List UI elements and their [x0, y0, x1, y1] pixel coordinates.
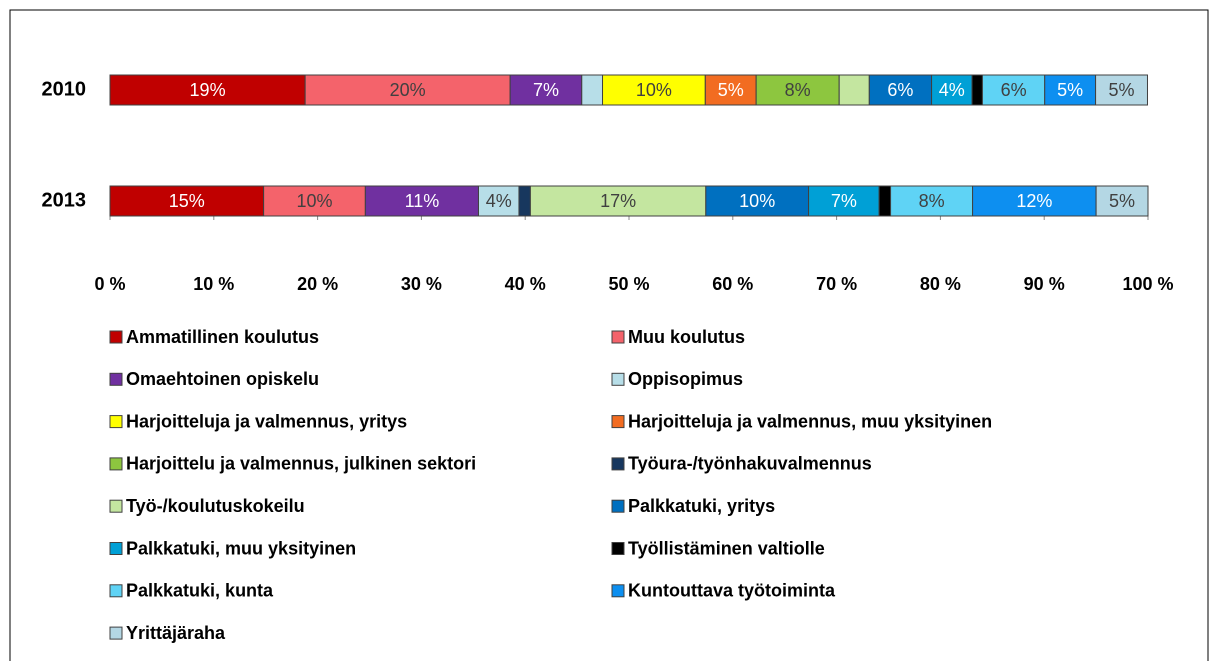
- bar-segment: [364, 185, 479, 217]
- legend-swatch: [109, 415, 123, 429]
- x-tick-label: 0 %: [94, 274, 125, 294]
- category-label: 2010: [42, 78, 87, 100]
- data-label: 20%: [390, 80, 426, 100]
- x-tick-label: 20 %: [297, 274, 338, 294]
- legend-label: Kuntouttava työtoiminta: [628, 581, 836, 601]
- data-label: 12%: [1016, 191, 1052, 211]
- data-label: 5%: [718, 80, 744, 100]
- x-tick-label: 80 %: [920, 274, 961, 294]
- data-label: 7%: [831, 191, 857, 211]
- bar-segment: [971, 74, 983, 106]
- legend-swatch: [109, 584, 123, 598]
- legend-label: Ammatillinen koulutus: [126, 327, 319, 347]
- x-tick-label: 90 %: [1024, 274, 1065, 294]
- bar-segment: [529, 185, 707, 217]
- legend-label: Työllistäminen valtiolle: [628, 538, 825, 558]
- x-tick-label: 30 %: [401, 274, 442, 294]
- x-tick-label: 70 %: [816, 274, 857, 294]
- data-label: 7%: [533, 80, 559, 100]
- bar-segment: [1095, 185, 1149, 217]
- legend-swatch: [611, 457, 625, 471]
- legend-swatch: [109, 499, 123, 513]
- x-tick-label: 10 %: [193, 274, 234, 294]
- legend-swatch: [109, 372, 123, 386]
- data-label: 6%: [1001, 80, 1027, 100]
- data-label: 17%: [600, 191, 636, 211]
- bar-segment: [878, 185, 892, 217]
- bar-segment: [808, 185, 880, 217]
- bar-segment: [263, 185, 366, 217]
- legend-swatch: [611, 499, 625, 513]
- bar-segment: [581, 74, 604, 106]
- data-label: 5%: [1109, 80, 1135, 100]
- data-label: 19%: [190, 80, 226, 100]
- bar-segment: [304, 74, 511, 106]
- bar-segment: [477, 185, 520, 217]
- bar-segment: [755, 74, 840, 106]
- bar-segment: [1095, 74, 1148, 106]
- data-label: 11%: [405, 191, 440, 211]
- x-tick-label: 100 %: [1122, 274, 1173, 294]
- legend-label: Harjoitteluja ja valmennus, muu yksityin…: [628, 411, 992, 431]
- data-label: 6%: [887, 80, 913, 100]
- chart-frame: [9, 9, 1209, 661]
- data-label: 15%: [169, 191, 205, 211]
- data-label: 10%: [636, 80, 672, 100]
- bar-segment: [518, 185, 531, 217]
- x-tick-label: 40 %: [505, 274, 546, 294]
- data-label: 8%: [919, 191, 945, 211]
- bar-segment: [868, 74, 933, 106]
- legend-swatch: [109, 626, 123, 640]
- legend-label: Harjoitteluja ja valmennus, yritys: [126, 411, 407, 431]
- data-label: 4%: [486, 191, 512, 211]
- legend-label: Palkkatuki, yritys: [628, 496, 775, 516]
- bar-segment: [1044, 74, 1097, 106]
- legend-label: Omaehtoinen opiskelu: [126, 369, 319, 389]
- data-label: 10%: [296, 191, 332, 211]
- bar-segment: [972, 185, 1097, 217]
- legend-label: Palkkatuki, muu yksityinen: [126, 538, 356, 558]
- legend-swatch: [611, 330, 625, 344]
- bar-segment: [838, 74, 870, 106]
- data-label: 8%: [785, 80, 811, 100]
- bar-segment: [704, 74, 757, 106]
- legend-swatch: [611, 372, 625, 386]
- legend-swatch: [109, 330, 123, 344]
- bar-segment: [705, 185, 810, 217]
- legend-swatch: [109, 542, 123, 555]
- x-tick-label: 50 %: [608, 274, 649, 294]
- data-label: 10%: [739, 191, 775, 211]
- legend-label: Työ-/koulutuskokeilu: [126, 496, 305, 516]
- legend-swatch: [109, 457, 123, 471]
- category-label: 2013: [42, 189, 87, 211]
- bar-segment: [509, 74, 583, 106]
- legend-label: Työura-/työnhakuvalmennus: [628, 454, 872, 474]
- legend-label: Muu koulutus: [628, 327, 745, 347]
- data-label: 5%: [1057, 80, 1083, 100]
- legend-label: Yrittäjäraha: [126, 623, 226, 643]
- data-label: 4%: [939, 80, 965, 100]
- legend-swatch: [611, 584, 625, 598]
- legend-swatch: [611, 542, 625, 555]
- legend-label: Palkkatuki, kunta: [126, 581, 274, 601]
- legend-swatch: [611, 415, 625, 429]
- legend-label: Harjoittelu ja valmennus, julkinen sekto…: [126, 454, 476, 474]
- legend-label: Oppisopimus: [628, 369, 743, 389]
- x-tick-label: 60 %: [712, 274, 753, 294]
- bar-segment: [981, 74, 1046, 106]
- data-label: 5%: [1109, 191, 1135, 211]
- bar-segment: [109, 74, 306, 106]
- bar-segment: [602, 74, 706, 106]
